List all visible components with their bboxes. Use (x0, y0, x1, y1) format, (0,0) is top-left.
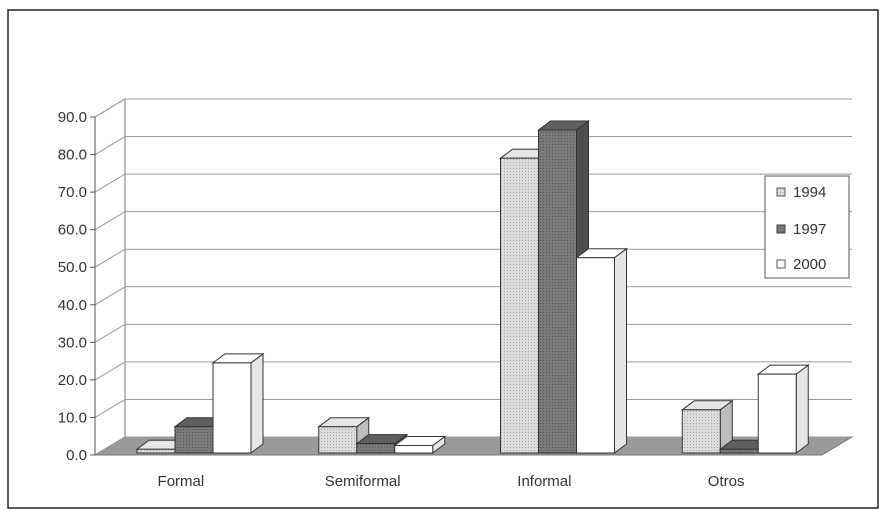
y-tick-label: 70.0 (58, 184, 87, 201)
gridline-side (94, 98, 126, 118)
bar-front (576, 257, 615, 454)
x-tick-label: Semiformal (325, 473, 401, 490)
y-tick-label: 0.0 (66, 447, 87, 464)
bar-front (394, 444, 434, 454)
y-tick-label: 80.0 (58, 147, 87, 164)
bar-front (500, 157, 539, 454)
bar-formal-2000 (211, 352, 265, 454)
gridline-side (94, 136, 126, 155)
gridline-side (94, 436, 126, 456)
y-tick-label: 20.0 (58, 372, 87, 389)
legend-swatch-2000 (776, 259, 786, 269)
bar-front (212, 362, 252, 454)
bar-front (538, 129, 577, 454)
x-tick-label: Formal (158, 473, 205, 490)
legend-swatch-1994 (776, 187, 786, 197)
y-tick-label: 10.0 (58, 409, 87, 426)
bar-front (136, 448, 176, 454)
y-tick-label: 60.0 (58, 222, 87, 239)
legend-item-1997: 1997 (776, 221, 826, 238)
bars (135, 120, 810, 454)
legend-label-1994: 1994 (793, 184, 826, 201)
legend-label-2000: 2000 (793, 256, 826, 273)
y-tick-label: 50.0 (58, 259, 87, 276)
gridline-side (94, 173, 126, 193)
bar-front (174, 426, 214, 454)
bar-side (250, 352, 264, 454)
gridline-side (94, 211, 126, 231)
gridline-side (94, 323, 126, 343)
x-axis: Formal Semiformal Informal Otros (158, 473, 745, 490)
legend-item-1994: 1994 (776, 184, 826, 201)
x-tick-label: Otros (708, 473, 745, 490)
bar-front (719, 448, 759, 454)
bar-side (614, 247, 627, 454)
gridlines (94, 98, 852, 456)
gridline-side (94, 361, 126, 381)
bar-front (681, 409, 721, 454)
bar-semiformal-2000 (393, 435, 447, 454)
legend-swatch-1997 (776, 224, 786, 234)
bar-front (757, 373, 797, 454)
y-tick-label: 40.0 (58, 297, 87, 314)
bar-front (318, 426, 358, 454)
legend-item-2000: 2000 (776, 256, 826, 273)
bar-front (356, 443, 396, 454)
x-tick-label: Informal (517, 473, 571, 490)
y-tick-label: 90.0 (58, 109, 87, 126)
y-tick-label: 30.0 (58, 334, 87, 351)
bar-otros-2000 (756, 364, 810, 454)
chart-walls (93, 98, 854, 456)
gridline-side (94, 248, 126, 268)
legend: 1994 1997 2000 (764, 175, 850, 279)
legend-label-1997: 1997 (793, 221, 826, 238)
bar-side (795, 364, 809, 454)
bar-informal-2000 (575, 247, 628, 454)
gridline-side (94, 399, 126, 418)
gridline-side (94, 286, 126, 306)
bar-otros-1994 (680, 399, 734, 454)
y-axis: 0.0 10.0 20.0 30.0 40.0 50.0 60.0 70.0 80.0 90.0 (58, 109, 96, 464)
